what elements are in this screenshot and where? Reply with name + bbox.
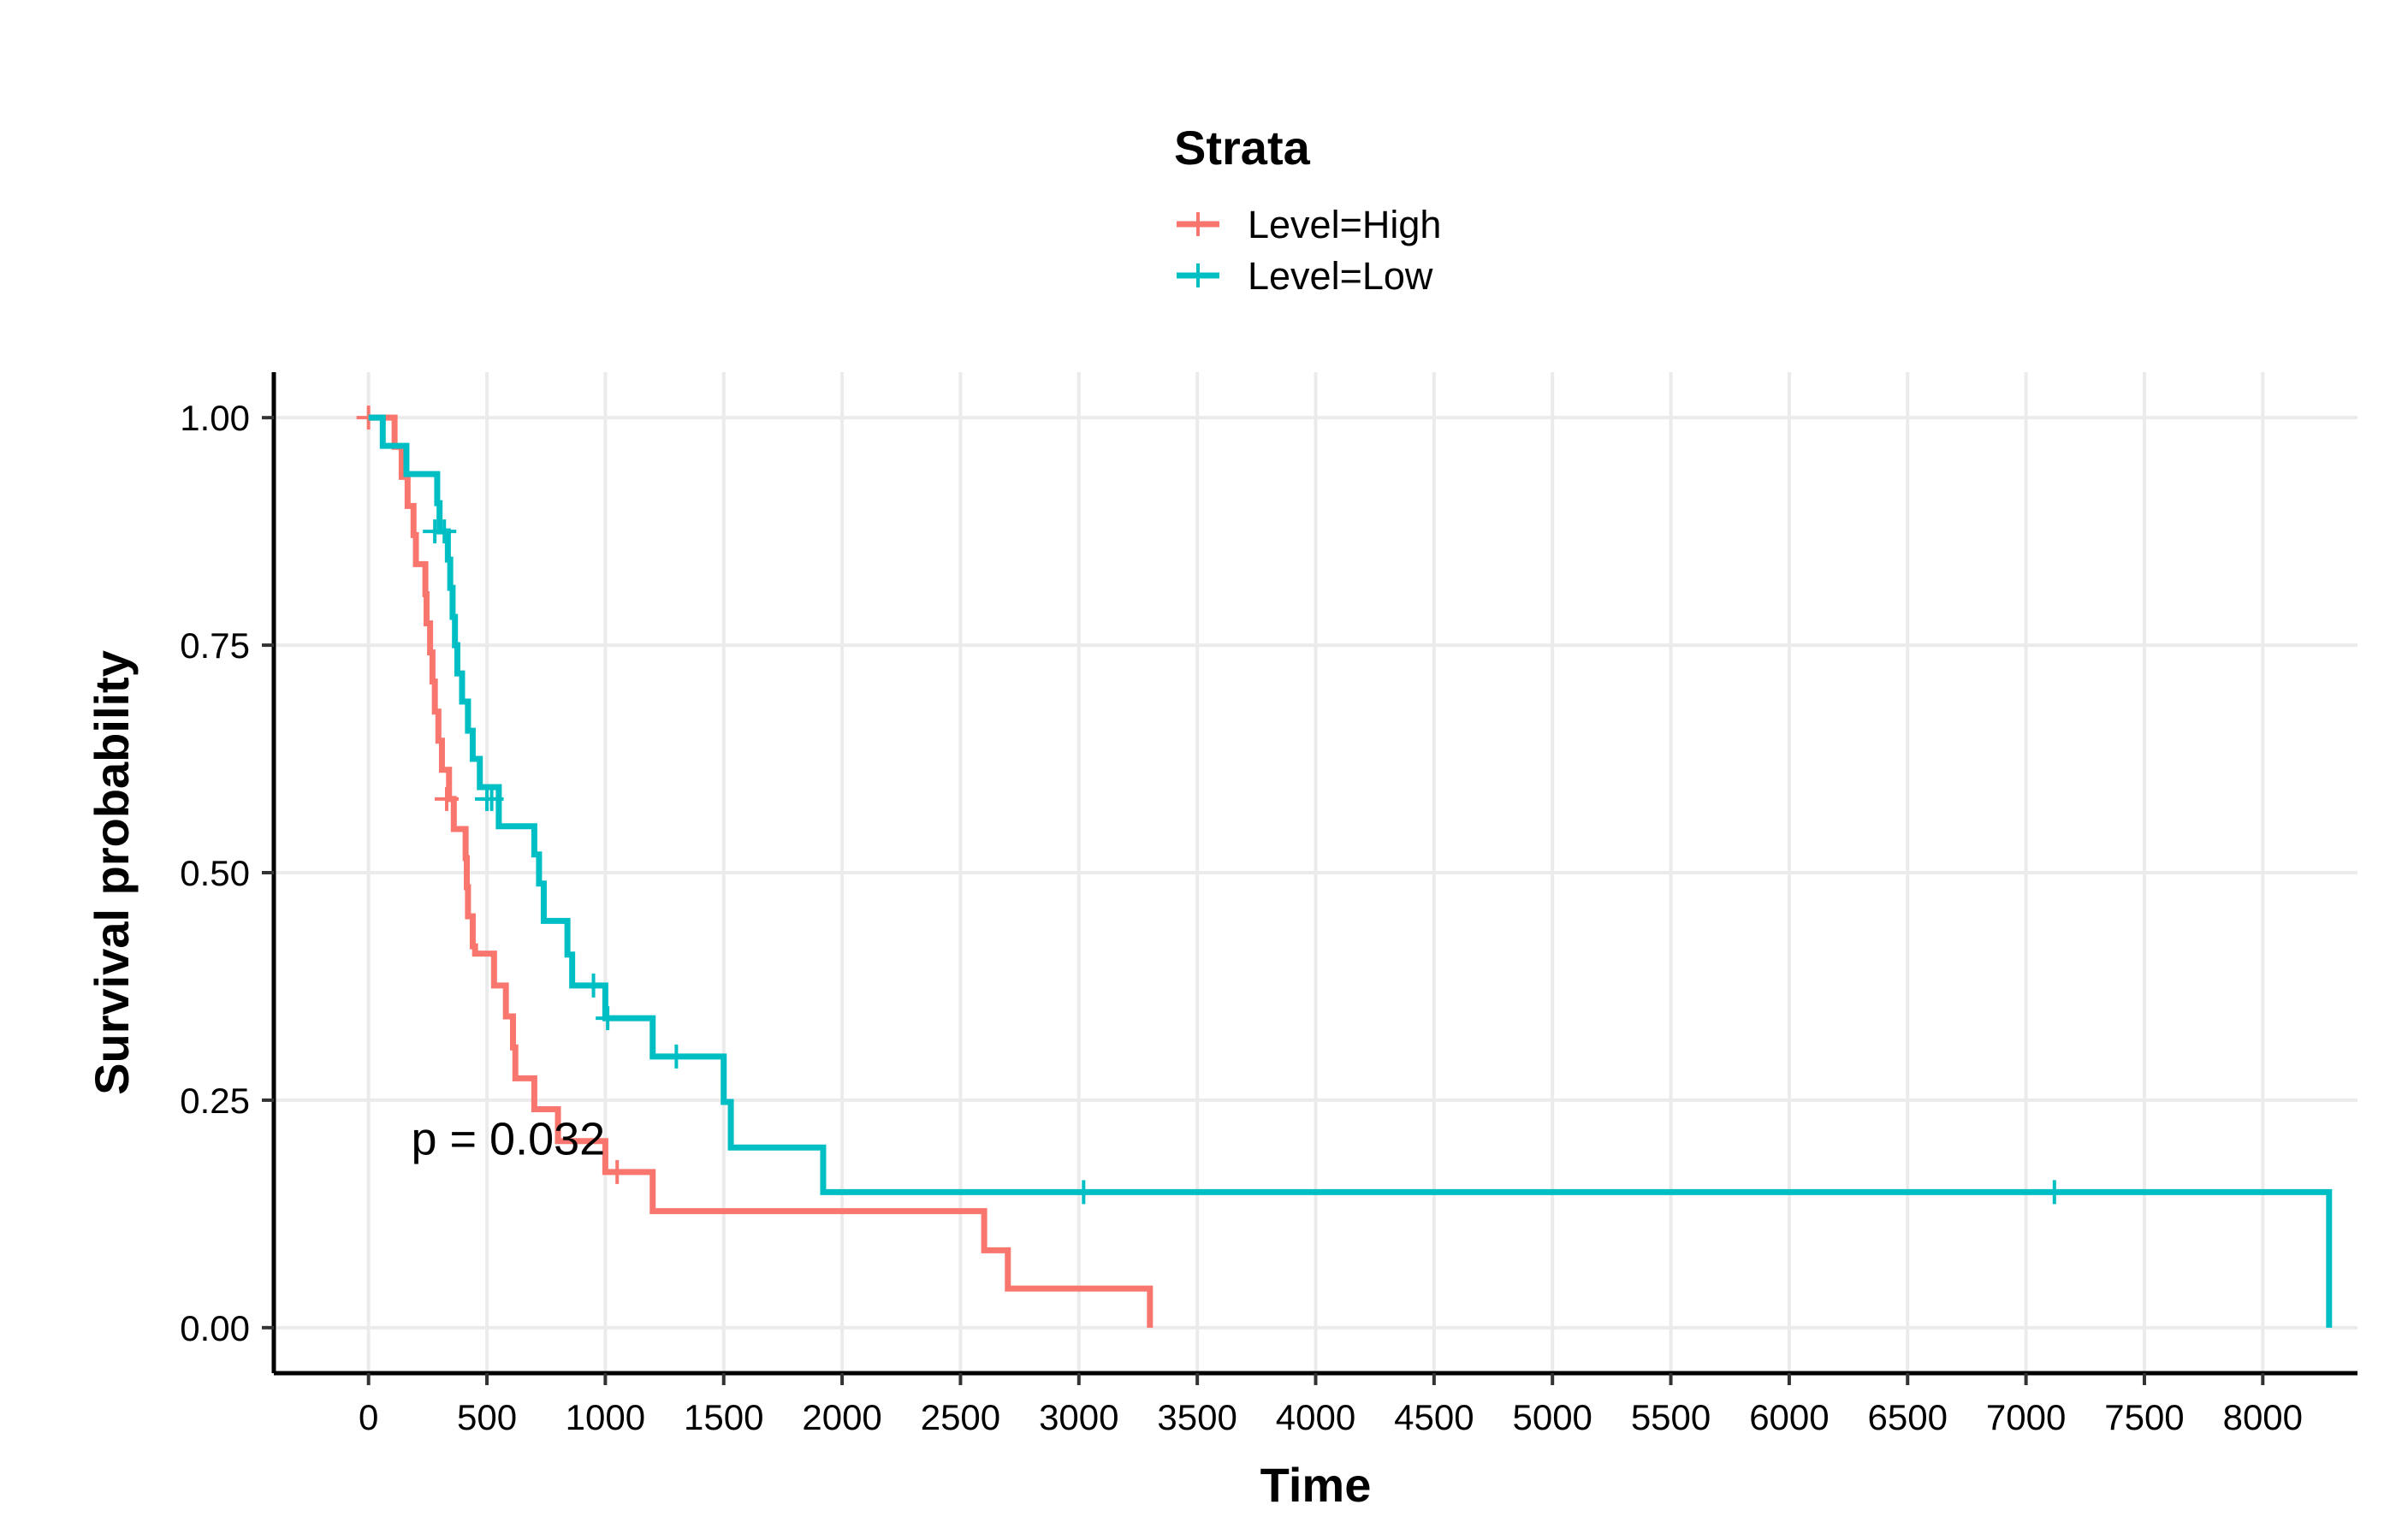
x-tick-label: 1000 — [566, 1397, 645, 1437]
y-axis-title: Survival probability — [85, 650, 139, 1095]
legend-key-censor — [1186, 212, 1210, 236]
x-tick-label: 500 — [457, 1397, 517, 1437]
x-tick-label: 2000 — [802, 1397, 881, 1437]
y-tick-label: 0.00 — [180, 1308, 250, 1348]
censor-mark — [1071, 1180, 1096, 1205]
x-tick-label: 6500 — [1868, 1397, 1948, 1437]
grid-layer — [274, 372, 2357, 1373]
x-tick-label: 7500 — [2104, 1397, 2184, 1437]
censor-mark — [434, 786, 459, 811]
series-line-high — [368, 414, 1154, 1328]
x-tick-label: 3000 — [1039, 1397, 1118, 1437]
legend-entries: Level=High Level=Low — [1177, 203, 1441, 298]
censor-mark — [596, 1006, 620, 1031]
x-tick-label: 5500 — [1631, 1397, 1711, 1437]
y-tick-label: 1.00 — [180, 398, 250, 438]
x-tick-label: 4500 — [1394, 1397, 1474, 1437]
x-tick-label: 1500 — [684, 1397, 763, 1437]
ticks-layer: 0 500 1000 1500 2000 2500 3000 3500 4000 4500 5000… — [180, 398, 2303, 1437]
censor-mark — [2042, 1180, 2067, 1205]
x-tick-label: 6000 — [1749, 1397, 1829, 1437]
legend-title: Strata — [1174, 121, 1311, 175]
y-tick-label: 0.50 — [180, 853, 250, 893]
y-tick-label: 0.75 — [180, 625, 250, 666]
censor-mark — [581, 973, 606, 998]
p-value-annotation: p = 0.032 — [411, 1114, 605, 1165]
censor-mark — [664, 1044, 689, 1069]
legend-entry-label: Level=High — [1248, 203, 1441, 246]
censor-mark — [605, 1159, 630, 1184]
x-tick-label: 3500 — [1157, 1397, 1237, 1437]
legend-entry-label: Level=Low — [1248, 254, 1433, 298]
censor-mark — [479, 786, 504, 811]
legend: Strata Level=High Level=Low — [1174, 121, 1441, 298]
x-tick-label: 8000 — [2223, 1397, 2303, 1437]
x-tick-label: 5000 — [1512, 1397, 1592, 1437]
legend-key-censor — [1186, 264, 1210, 287]
x-tick-label: 0 — [359, 1397, 378, 1437]
y-tick-label: 0.25 — [180, 1081, 250, 1121]
censor-mark — [432, 519, 457, 544]
x-tick-label: 7000 — [1986, 1397, 2066, 1437]
x-axis-title: Time — [1260, 1458, 1372, 1512]
x-tick-label: 2500 — [921, 1397, 1000, 1437]
series-layer — [356, 406, 2333, 1328]
x-tick-label: 4000 — [1276, 1397, 1355, 1437]
